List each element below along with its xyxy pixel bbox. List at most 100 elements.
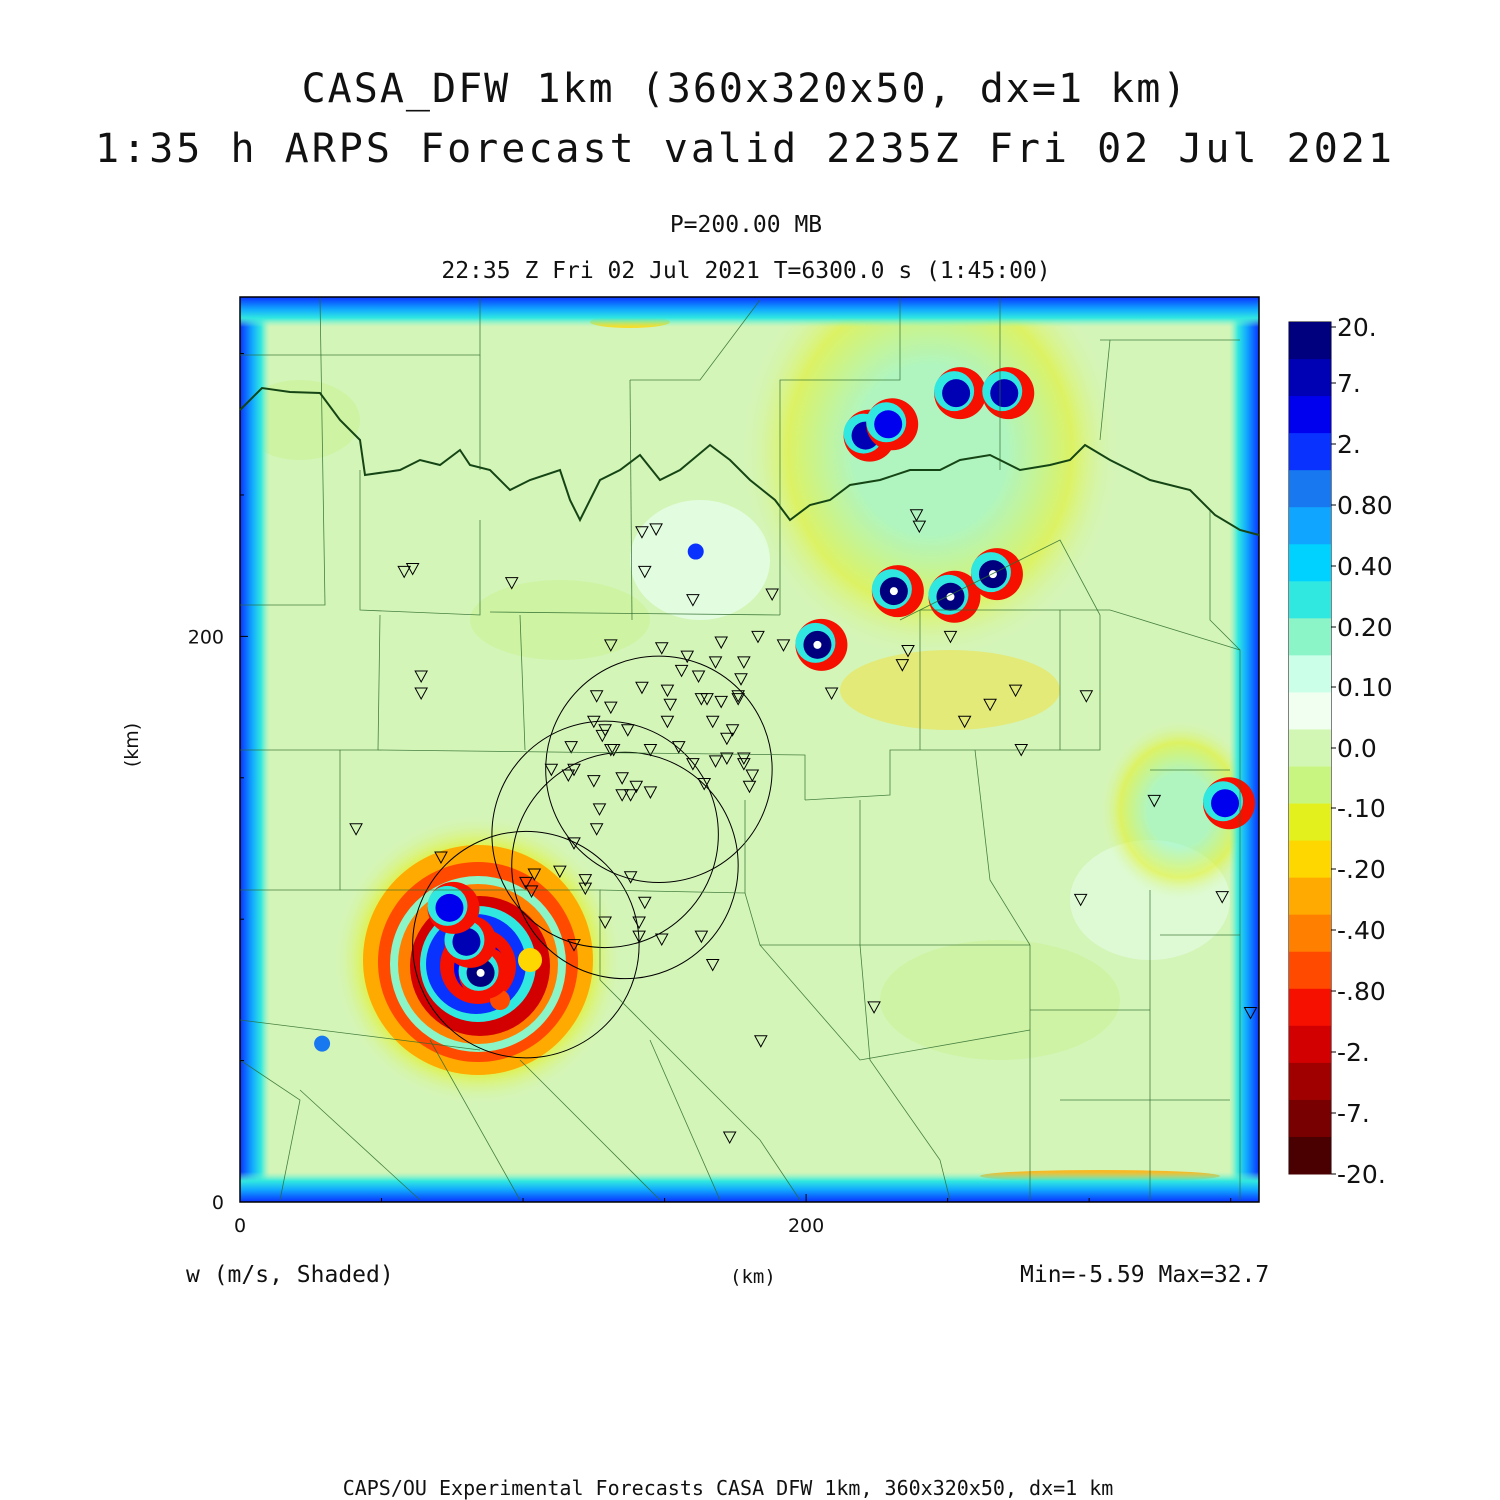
- observation-station-marker: [586, 775, 601, 788]
- colorbar-cell: [1289, 914, 1331, 953]
- observation-station-marker: [753, 1035, 768, 1048]
- radar-range-ring: [545, 655, 773, 884]
- colorbar-label: 0.0: [1337, 734, 1377, 763]
- chart-title: CASA_DFW 1km (360x320x50, dx=1 km): [301, 66, 1189, 112]
- observation-station-marker: [519, 876, 533, 890]
- observation-station-marker: [567, 837, 581, 850]
- county-boundary-line: [804, 615, 1101, 801]
- county-boundary-line: [779, 298, 901, 615]
- colorbar-cell: [1289, 359, 1331, 397]
- county-boundary-line: [299, 1089, 421, 1201]
- updraft-core-peak: [889, 587, 898, 596]
- observation-station-marker: [405, 563, 420, 576]
- colorbar-label: -20.: [1337, 1160, 1386, 1189]
- updraft-core-mark: [314, 1035, 331, 1052]
- observation-station-marker: [686, 758, 700, 771]
- observation-station-marker: [731, 693, 746, 706]
- w-field-shading: [240, 297, 1259, 1202]
- observation-station-marker: [603, 701, 618, 715]
- observation-station-marker: [700, 693, 714, 706]
- county-boundary-line: [859, 944, 951, 1201]
- footer-credit: CAPS/OU Experimental Forecasts CASA DFW …: [342, 1476, 1114, 1500]
- observation-station-marker: [714, 636, 729, 650]
- observation-station-marker: [943, 630, 958, 644]
- county-boundary-line: [759, 944, 1031, 1061]
- updraft-core-mark: [942, 379, 971, 408]
- observation-station-marker: [598, 916, 612, 930]
- radar-range-ring: [511, 751, 739, 980]
- observation-station-marker: [654, 642, 669, 655]
- observation-station-marker: [643, 744, 658, 757]
- observation-station-marker: [578, 882, 593, 896]
- updraft-core-mark: [687, 543, 704, 560]
- colorbar-label: -.10: [1337, 794, 1386, 823]
- variable-label: w (m/s, Shaded): [186, 1262, 394, 1288]
- observation-station-marker: [637, 565, 652, 579]
- observation-station-marker: [751, 630, 765, 644]
- county-boundary-line: [429, 1039, 521, 1201]
- updraft-core-peak: [476, 968, 485, 977]
- observation-station-marker: [983, 698, 997, 712]
- observation-station-marker: [895, 659, 910, 672]
- colorbar-cell: [1289, 322, 1331, 360]
- observation-station-marker: [654, 933, 669, 947]
- colorbar-cell: [1289, 1062, 1331, 1101]
- pressure-level-label: P=200.00 MB: [669, 212, 823, 238]
- observation-station-marker: [708, 656, 723, 669]
- observation-station-marker: [736, 758, 751, 771]
- observation-station-marker: [504, 577, 519, 590]
- colorbar-cell: [1289, 470, 1331, 508]
- county-boundary-line: [630, 299, 761, 381]
- observation-station-marker: [349, 823, 363, 836]
- observation-station-marker: [1215, 891, 1230, 904]
- observation-station-marker: [742, 780, 757, 794]
- observation-station-marker: [595, 729, 610, 743]
- observation-station-marker: [1008, 684, 1023, 698]
- observation-station-marker: [578, 874, 593, 887]
- plot-frame: [239, 296, 1260, 1203]
- colorbar-label: -.20: [1337, 855, 1386, 884]
- observation-station-marker: [527, 868, 542, 881]
- observation-station-marker: [632, 916, 646, 930]
- colorbar-cell: [1289, 729, 1331, 768]
- observation-station-marker: [564, 741, 579, 754]
- county-boundary-line: [519, 614, 526, 751]
- updraft-core-mark: [452, 927, 481, 956]
- observation-station-marker: [1079, 690, 1094, 703]
- colorbar-cell: [1289, 507, 1331, 545]
- colorbar-cell: [1289, 951, 1331, 990]
- colorbar-cell: [1289, 803, 1331, 842]
- colorbar-cell: [1289, 692, 1331, 730]
- observation-station-marker: [414, 670, 428, 684]
- min-max-label: Min=-5.59 Max=32.7: [1020, 1262, 1270, 1288]
- observation-station-marker: [553, 865, 567, 879]
- observation-station-marker: [731, 690, 746, 703]
- updraft-core-mark: [990, 379, 1019, 408]
- observation-station-marker: [674, 664, 689, 678]
- observation-station-marker: [589, 690, 604, 703]
- county-boundary-line: [1209, 510, 1241, 1200]
- observation-station-marker: [635, 681, 649, 695]
- colorbar-label: -2.: [1337, 1038, 1370, 1067]
- county-boundary-line: [629, 379, 633, 621]
- observation-station-marker: [824, 687, 839, 700]
- observation-station-marker: [720, 732, 734, 746]
- chart-subtitle: 1:35 h ARPS Forecast valid 2235Z Fri 02 …: [95, 126, 1395, 172]
- colorbar-cell: [1289, 988, 1331, 1027]
- observation-station-marker: [615, 789, 629, 802]
- observation-station-marker: [714, 695, 729, 709]
- observation-station-marker: [720, 752, 734, 766]
- colorbar-cell: [1289, 1025, 1331, 1064]
- observation-station-marker: [736, 656, 751, 669]
- observation-station-marker: [708, 755, 723, 768]
- observation-station-marker: [745, 769, 760, 782]
- observation-station-marker: [615, 772, 629, 785]
- county-boundary-line: [974, 749, 1031, 946]
- colorbar-cell: [1289, 1099, 1331, 1138]
- colorbar-cell: [1289, 544, 1331, 582]
- observation-station-marker: [867, 1001, 881, 1014]
- observation-station-marker: [734, 673, 748, 686]
- y-tick-label: 0: [212, 1192, 224, 1214]
- observation-station-marker: [632, 930, 646, 944]
- observation-station-marker: [586, 715, 601, 729]
